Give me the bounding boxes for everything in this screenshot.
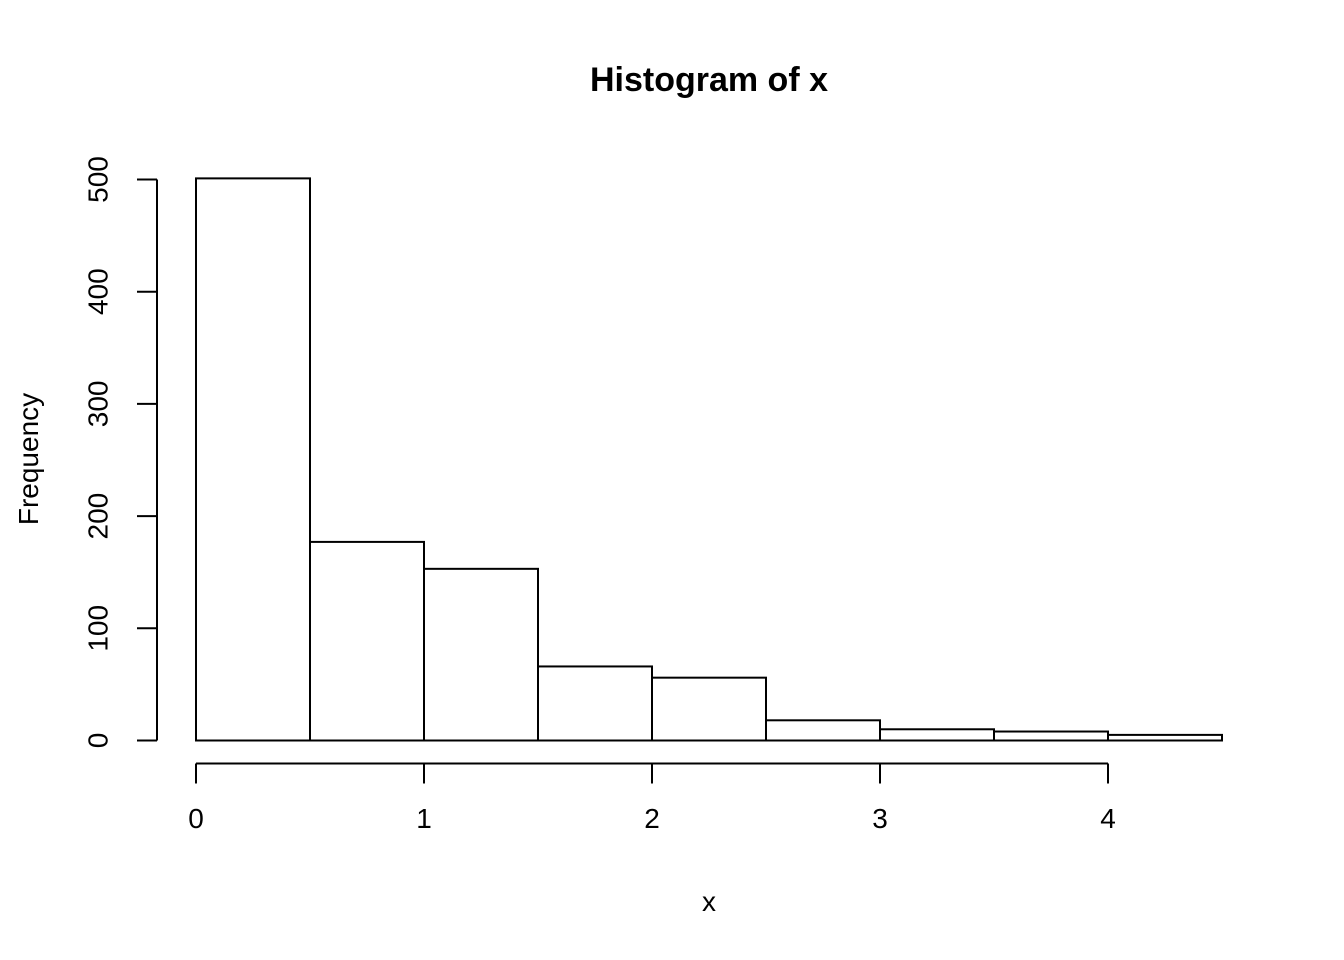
y-tick-label: 100 — [83, 605, 114, 652]
histogram-bar — [651, 676, 767, 742]
histogram-bar — [537, 665, 653, 742]
histogram-bar — [993, 730, 1109, 742]
chart-title: Histogram of x — [589, 61, 829, 99]
y-tick-label: 200 — [83, 493, 114, 540]
histogram-bar — [765, 719, 881, 742]
x-tick-label: 1 — [416, 803, 432, 834]
x-tick-label: 0 — [188, 803, 204, 834]
x-axis-title: x — [702, 886, 716, 917]
x-tick-label: 4 — [1100, 803, 1116, 834]
y-tick-label: 0 — [83, 733, 114, 749]
histogram-bar — [1107, 733, 1223, 742]
y-tick-label: 500 — [83, 156, 114, 203]
histogram-bar — [309, 540, 425, 742]
histogram-bar — [879, 728, 995, 742]
histogram-bar — [423, 567, 539, 742]
y-tick-label: 400 — [83, 268, 114, 315]
x-tick-label: 3 — [872, 803, 888, 834]
y-tick-label: 300 — [83, 381, 114, 428]
histogram-bar — [195, 177, 311, 742]
x-tick-label: 2 — [644, 803, 660, 834]
